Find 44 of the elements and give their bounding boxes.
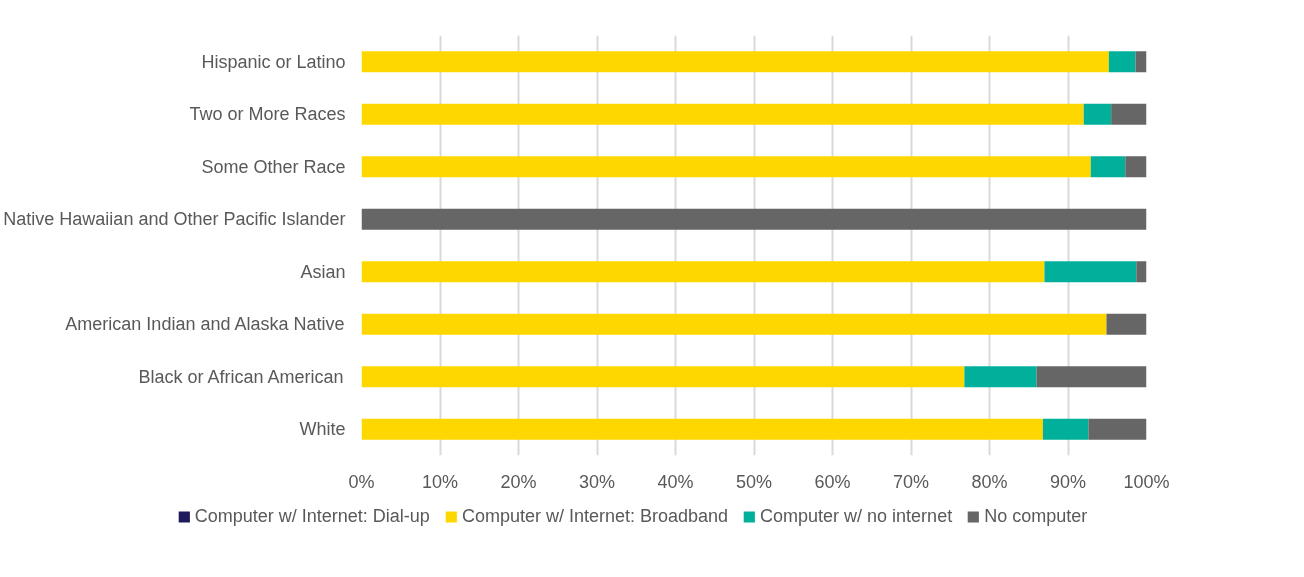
- bar: [1044, 261, 1137, 283]
- legend-label: Computer w/ Internet: Broadband: [461, 505, 729, 527]
- bar: [1042, 418, 1089, 440]
- y-tick-label: Black or African American: [138, 366, 344, 387]
- y-tick-label: American Indian and Alaska Native: [65, 314, 345, 335]
- bar: [361, 208, 1147, 230]
- bar: [1083, 103, 1112, 125]
- bar: [1036, 366, 1147, 388]
- bar: [361, 103, 1084, 125]
- legend-label: Computer w/ Internet: Dial-up: [194, 505, 430, 527]
- bar: [361, 156, 1091, 178]
- y-tick-label: Hispanic or Latino: [201, 51, 346, 72]
- bar: [361, 366, 965, 388]
- y-tick-label: Asian: [300, 261, 346, 282]
- bar: [1108, 51, 1136, 73]
- y-tick-label: White: [299, 419, 346, 440]
- bar: [1136, 261, 1147, 283]
- bar: [361, 51, 1109, 73]
- y-tick-label: Native Hawaiian and Other Pacific Islander: [3, 209, 346, 230]
- bar: [1111, 103, 1147, 125]
- x-tick-label: 80%: [971, 471, 1008, 492]
- y-tick-label: Two or More Races: [189, 104, 346, 125]
- x-tick-label: 90%: [1049, 471, 1087, 492]
- legend-label: No computer: [984, 505, 1088, 527]
- x-tick-label: 70%: [892, 471, 930, 492]
- bar: [361, 261, 1045, 283]
- x-tick-label: 0%: [348, 471, 375, 492]
- x-tick-label: 20%: [500, 471, 537, 492]
- x-tick-label: 60%: [814, 471, 851, 492]
- bar: [1125, 156, 1147, 178]
- bar: [1090, 156, 1126, 178]
- bar: [1106, 313, 1147, 335]
- x-tick-label: 40%: [657, 471, 694, 492]
- bar: [1088, 418, 1147, 440]
- x-tick-label: 100%: [1123, 471, 1170, 492]
- legend-label: Computer w/ no internet: [760, 505, 953, 527]
- y-tick-label: Some Other Race: [201, 156, 346, 177]
- x-tick-label: 10%: [421, 471, 459, 492]
- bar: [1135, 51, 1147, 73]
- x-tick-label: 30%: [578, 471, 616, 492]
- bar: [361, 313, 1107, 335]
- bar: [964, 366, 1037, 388]
- bar: [361, 418, 1043, 440]
- x-tick-label: 50%: [735, 471, 773, 492]
